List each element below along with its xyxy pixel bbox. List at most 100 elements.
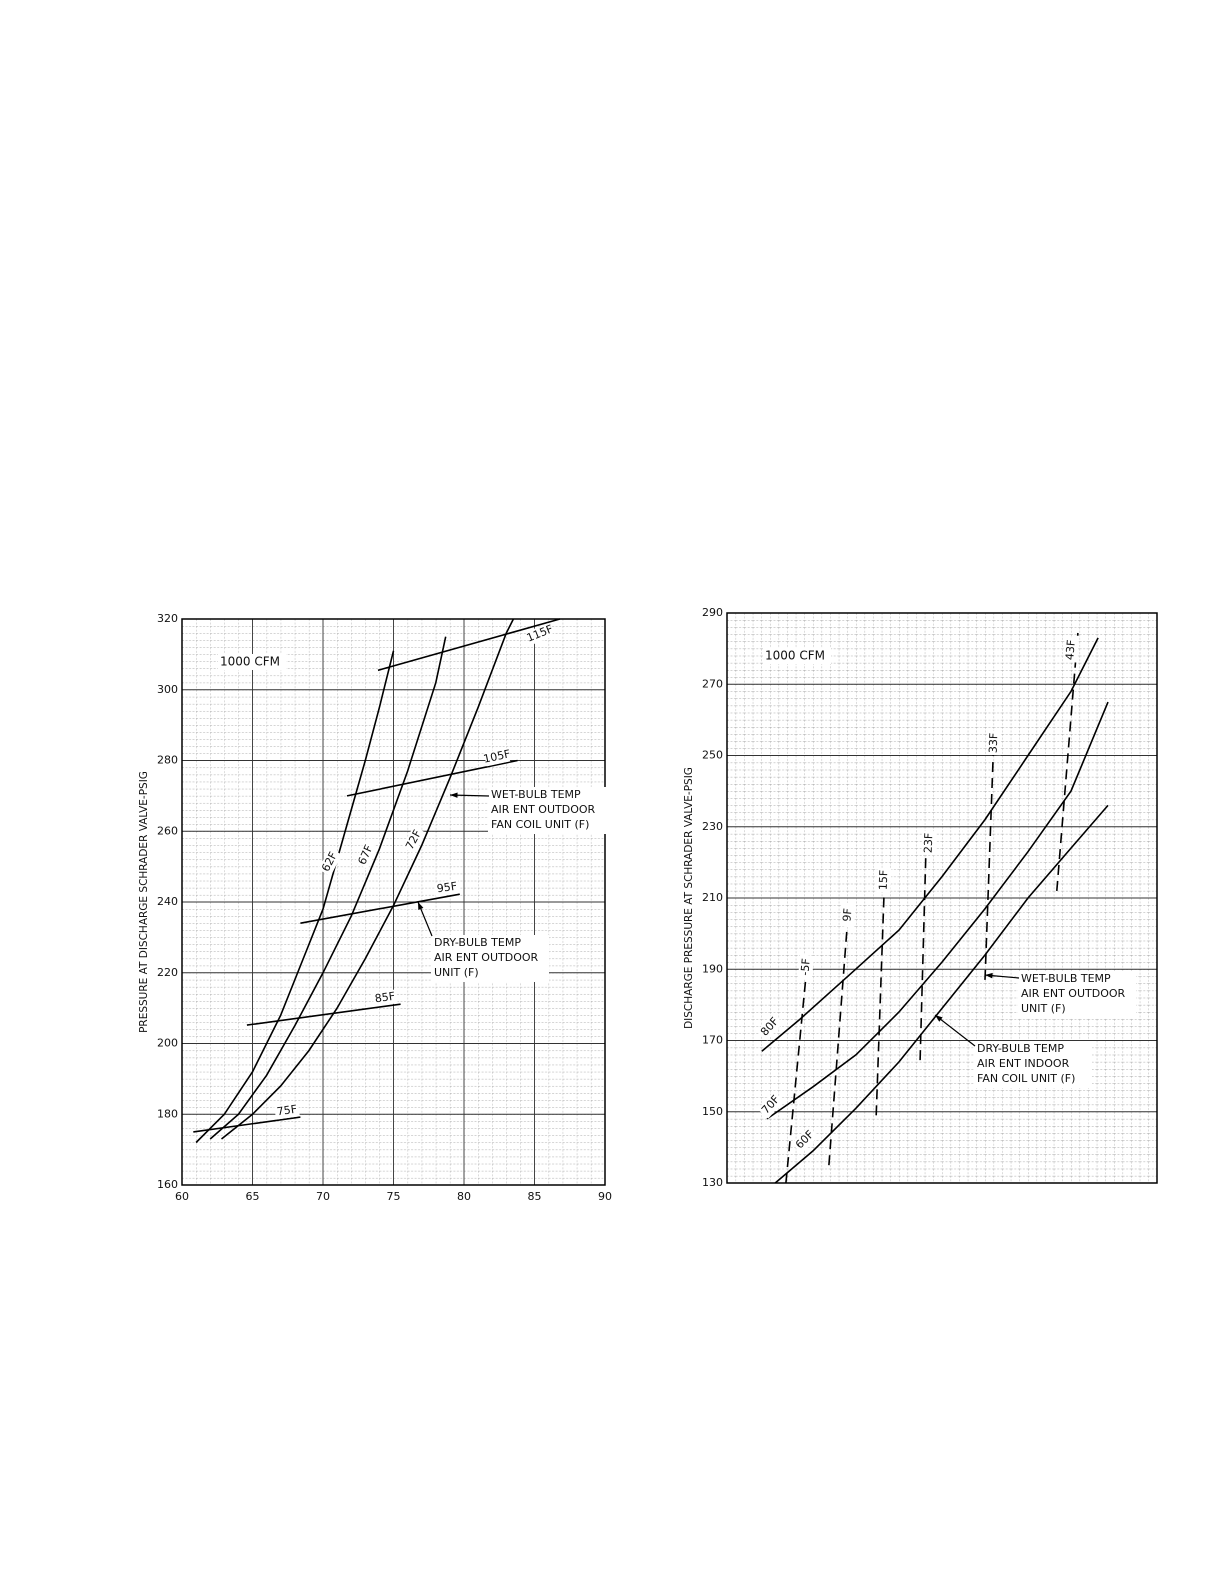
y-tick-label: 210 [702,891,723,904]
x-tick-label: 70 [316,1190,330,1203]
label-bg [274,1102,300,1120]
series-label: 33F [986,730,1002,756]
series-line [984,755,994,980]
y-axis-label: PRESSURE AT DISCHARGE SCHRADER VALVE-PSI… [138,771,150,1033]
annotation-text: AIR ENT OUTDOOR [1021,987,1126,1000]
series-label: 67F [354,841,378,869]
y-tick-label: 180 [157,1107,178,1120]
annotation-text: AIR ENT OUTDOOR [434,951,539,964]
plot-frame [181,618,606,1186]
y-tick-label: 320 [157,612,178,625]
label-bg [434,879,460,897]
series-name: 105F [482,747,511,765]
label-bg [372,989,398,1007]
annotation-bg [488,787,606,834]
series-line [346,759,518,797]
y-tick-label: 290 [702,606,723,619]
series-name: 75F [276,1103,298,1119]
y-tick-label: 150 [702,1105,723,1118]
label-bg [797,954,815,980]
series-line [1056,632,1079,891]
label-bg [354,841,378,869]
label-bg [791,1126,819,1154]
annotation-text: FAN COIL UNIT (F) [491,818,589,831]
note-bg [763,648,831,664]
annotation-text: AIR ENT OUTDOOR [491,803,596,816]
arrow-head [935,1015,943,1022]
series-label: 72F [402,826,426,854]
annotation-text: FAN COIL UNIT (F) [977,1072,1075,1085]
series-name: 95F [436,880,458,896]
series-label: 95F [434,879,460,897]
y-tick-label: 160 [157,1178,178,1191]
series-line [919,844,927,1061]
label-bg [876,867,892,893]
y-tick-label: 190 [702,962,723,975]
y-tick-label: 260 [157,824,178,837]
y-axis-label: DISCHARGE PRESSURE AT SCHRADER VALVE-PSI… [683,767,695,1029]
y-tick-label: 270 [702,677,723,690]
y-tick-label: 230 [702,820,723,833]
label-bg [756,1013,784,1041]
series-line [875,895,885,1116]
annotation-text: AIR ENT INDOOR [977,1057,1070,1070]
arrow-head [418,902,424,910]
series-line [221,618,515,1140]
series-line [761,637,1099,1052]
annotation-text: UNIT (F) [434,966,479,979]
annotation-bg [431,935,549,982]
x-tick-label: 90 [598,1190,612,1203]
series-line [246,1003,401,1026]
series-name: 15F [877,870,891,891]
series-line [195,650,395,1144]
series-line [828,917,849,1166]
annotation-text: UNIT (F) [1021,1002,1066,1015]
x-tick-label: 85 [528,1190,542,1203]
series-label: 9F [839,902,857,928]
annotation-bg [1018,971,1136,1018]
label-bg [839,902,857,928]
x-tick-label: 65 [246,1190,260,1203]
note-bg [218,654,286,670]
annotation-text: DRY-BULB TEMP [434,936,521,949]
arrow-head [450,792,458,798]
x-tick-label: 75 [387,1190,401,1203]
note: 1000 CFM [765,649,825,663]
y-tick-label: 280 [157,754,178,767]
note: 1000 CFM [220,655,280,669]
series-name: 33F [987,733,1001,754]
plot-frame [726,612,1158,1184]
label-bg [1062,637,1080,663]
x-tick-label: 60 [175,1190,189,1203]
series-name: 9F [840,908,854,922]
label-bg [483,747,511,767]
y-tick-label: 200 [157,1037,178,1050]
series-label: 75F [274,1102,300,1120]
y-tick-label: 170 [702,1034,723,1047]
series-label: -5F [797,954,815,980]
series-label: 105F [482,747,512,767]
label-bg [986,730,1002,756]
annotation-arrow [934,1014,976,1047]
label-bg [921,830,937,856]
annotation-text: WET-BULB TEMP [1021,972,1111,985]
y-tick-label: 300 [157,683,178,696]
annotation-bg [974,1041,1092,1088]
series-name: 43F [1063,639,1078,660]
series-label: 62F [318,848,342,876]
arrow-head [985,972,993,979]
y-tick-label: 250 [702,749,723,762]
series-label: 43F [1062,637,1080,663]
series-name: 85F [374,990,396,1006]
y-tick-label: 220 [157,966,178,979]
y-tick-label: 130 [702,1176,723,1189]
series-line [300,893,460,924]
series-line [785,974,807,1184]
label-bg [318,848,342,876]
series-line [209,636,447,1140]
series-line [377,618,561,672]
y-tick-label: 240 [157,895,178,908]
series-label: 85F [372,989,398,1007]
